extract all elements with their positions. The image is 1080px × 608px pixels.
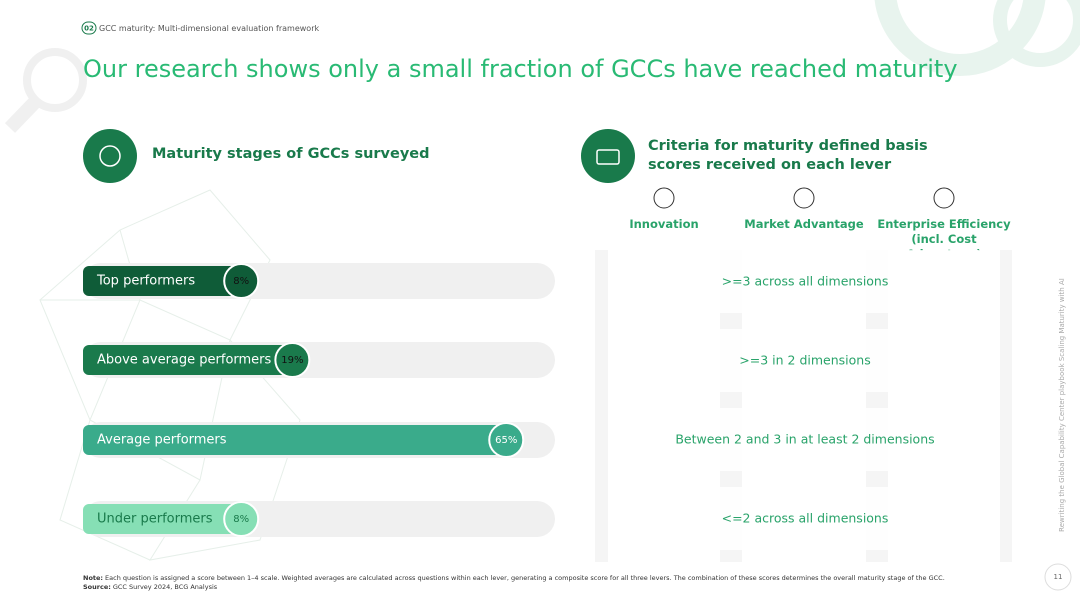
page-number: 11: [1054, 573, 1063, 581]
left-icon: [83, 129, 137, 183]
bar: [83, 345, 293, 375]
decoration: [874, 0, 1080, 76]
bar: [83, 266, 242, 296]
right-icon-glyph: [596, 149, 620, 165]
page-badge: [1044, 563, 1072, 591]
section-badge: [81, 21, 97, 35]
left-heading: Maturity stages of GCCs surveyed: [152, 146, 430, 162]
bar-category: Top performers: [96, 274, 195, 289]
note-text: Each question is assigned a score betwee…: [105, 574, 945, 582]
column-icon: [793, 187, 815, 209]
slide-title: Our research shows only a small fraction…: [83, 55, 958, 83]
column-icon: [933, 187, 955, 209]
right-heading-box: Criteria for maturity defined basis scor…: [648, 138, 928, 173]
section-label: GCC maturity: Multi-dimensional evaluati…: [99, 24, 319, 33]
bar-category: Average performers: [97, 433, 227, 448]
value-badge: [274, 342, 311, 378]
value-label: 8%: [233, 276, 249, 287]
left-icon-glyph: [99, 145, 121, 167]
column-icon: [653, 187, 675, 209]
criteria-text: Between 2 and 3 in at least 2 dimensions: [675, 432, 934, 447]
section-number: 02: [84, 25, 94, 33]
column-header-box: Enterprise Efficiency (incl. Cost Advant…: [877, 217, 1011, 251]
value-label: 19%: [281, 355, 303, 366]
column-header-box: Market Advantage: [744, 217, 864, 231]
bar-category: Under performers: [97, 512, 213, 527]
value-badge: [488, 422, 525, 458]
column-header: Market Advantage: [744, 217, 864, 231]
magnifier-decoration: [4, 48, 87, 133]
value-label: 65%: [495, 435, 517, 446]
criteria-row: [608, 408, 1000, 471]
value-badge: [223, 501, 260, 537]
value-badge: [223, 263, 260, 299]
criteria-row: [608, 487, 1000, 550]
note-label: Note:: [83, 574, 103, 582]
criteria-row: [608, 250, 1000, 313]
criteria-text: >=3 in 2 dimensions: [739, 353, 870, 368]
right-icon: [581, 129, 635, 183]
criteria-row: [608, 329, 1000, 392]
column-header-box: Innovation: [629, 217, 699, 231]
column-header: Innovation: [629, 217, 699, 231]
bar-category: Above average performers: [97, 353, 272, 368]
column-header: Enterprise Efficiency (incl. Cost Advant…: [877, 217, 1011, 251]
criteria-text: >=3 across all dimensions: [722, 274, 889, 289]
source: Source: GCC Survey 2024, BCG Analysis: [83, 583, 218, 591]
network-decoration: [39, 189, 301, 561]
side-text: Rewriting the Global Capability Center p…: [1058, 278, 1066, 532]
source-label: Source:: [83, 583, 111, 591]
bar: [83, 504, 242, 534]
bar: [83, 425, 507, 455]
value-label: 8%: [233, 514, 249, 525]
right-heading: Criteria for maturity defined basis scor…: [648, 138, 928, 173]
criteria-text: <=2 across all dimensions: [722, 511, 889, 526]
note: Note: Each question is assigned a score b…: [83, 574, 945, 582]
source-text: GCC Survey 2024, BCG Analysis: [113, 583, 218, 591]
